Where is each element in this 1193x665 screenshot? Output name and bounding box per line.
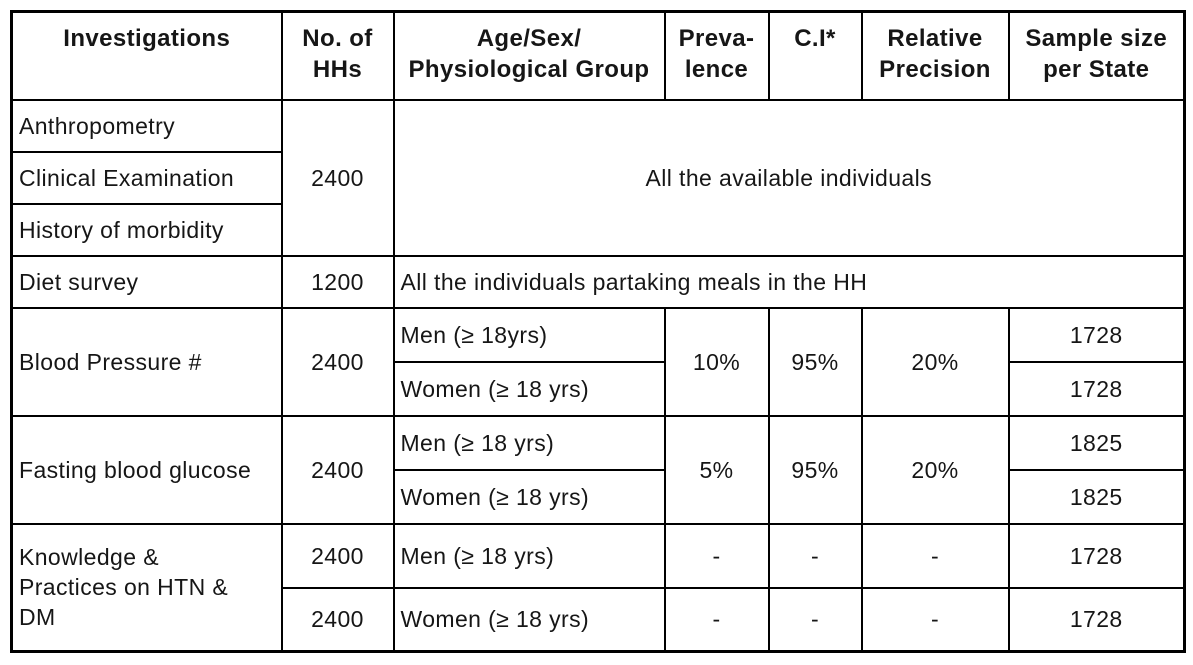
cell-bp-women-group: Women (≥ 18 yrs)	[392, 360, 666, 417]
row-blood-pressure-men: Blood Pressure # 2400 Men (≥ 18yrs) 10% …	[10, 306, 1186, 417]
cell-section1-hhs: 2400	[280, 98, 395, 257]
cell-diet-survey-group: All the individuals partaking meals in t…	[392, 254, 1186, 309]
header-ci: C.I*	[767, 10, 863, 101]
cell-bp-men-sample: 1728	[1007, 306, 1186, 363]
cell-anthropometry-label: Anthropometry	[10, 98, 283, 153]
cell-bp-relative-precision: 20%	[860, 306, 1010, 417]
cell-knowledge-women-sample: 1728	[1007, 586, 1186, 653]
cell-blood-pressure-label: Blood Pressure #	[10, 306, 283, 417]
cell-diet-survey-hhs: 1200	[280, 254, 395, 309]
cell-bp-men-group: Men (≥ 18yrs)	[392, 306, 666, 363]
cell-knowledge-women-ci: -	[767, 586, 863, 653]
cell-knowledge-men-rp: -	[860, 522, 1010, 589]
cell-fbg-prevalence: 5%	[663, 414, 770, 525]
row-clinical-examination: Clinical Examination	[10, 150, 1185, 205]
cell-blood-pressure-hhs: 2400	[280, 306, 395, 417]
cell-fbg-women-group: Women (≥ 18 yrs)	[392, 468, 666, 525]
row-fasting-glucose-women: Women (≥ 18 yrs) 1825	[12, 468, 1186, 525]
cell-knowledge-label: Knowledge & Practices on HTN & DM	[10, 522, 283, 653]
cell-knowledge-men-hhs: 2400	[280, 522, 395, 589]
row-fasting-glucose-men: Fasting blood glucose 2400 Men (≥ 18 yrs…	[10, 414, 1186, 525]
header-investigations: Investigations	[10, 10, 283, 101]
header-age-sex-group: Age/Sex/ Physiological Group	[392, 10, 666, 101]
row-history-of-morbidity: History of morbidity	[10, 202, 1185, 257]
header-relative-precision: Relative Precision	[860, 10, 1010, 101]
header-prevalence: Preva- lence	[663, 10, 770, 101]
cell-history-morbidity-label: History of morbidity	[10, 202, 283, 257]
cell-knowledge-women-rp: -	[860, 586, 1010, 653]
cell-bp-ci: 95%	[767, 306, 863, 417]
cell-section1-group: All the available individuals	[392, 98, 1186, 257]
cell-knowledge-women-hhs: 2400	[280, 586, 395, 653]
row-knowledge-women: 2400 Women (≥ 18 yrs) - - - 1728	[12, 586, 1186, 653]
sampling-plan-table: Investigations No. of HHs Age/Sex/ Physi…	[10, 10, 1186, 653]
cell-diet-survey-label: Diet survey	[10, 254, 283, 309]
cell-fasting-glucose-hhs: 2400	[280, 414, 395, 525]
row-diet-survey: Diet survey 1200 All the individuals par…	[10, 254, 1186, 309]
cell-fbg-relative-precision: 20%	[860, 414, 1010, 525]
cell-fbg-ci: 95%	[767, 414, 863, 525]
row-blood-pressure-women: Women (≥ 18 yrs) 1728	[12, 360, 1186, 417]
cell-fbg-women-sample: 1825	[1007, 468, 1186, 525]
cell-fasting-glucose-label: Fasting blood glucose	[10, 414, 283, 525]
row-anthropometry: Anthropometry 2400 All the available ind…	[10, 98, 1186, 257]
cell-fbg-men-group: Men (≥ 18 yrs)	[392, 414, 666, 471]
cell-knowledge-men-sample: 1728	[1007, 522, 1186, 589]
cell-knowledge-women-prevalence: -	[663, 586, 770, 653]
cell-knowledge-men-ci: -	[767, 522, 863, 589]
cell-fbg-men-sample: 1825	[1007, 414, 1186, 471]
cell-knowledge-men-prevalence: -	[663, 522, 770, 589]
cell-clinical-examination-label: Clinical Examination	[10, 150, 283, 205]
cell-knowledge-women-group: Women (≥ 18 yrs)	[392, 586, 666, 653]
header-sample-size-per-state: Sample size per State	[1007, 10, 1186, 101]
header-no-of-hhs: No. of HHs	[280, 10, 395, 101]
cell-bp-women-sample: 1728	[1007, 360, 1186, 417]
header-row: Investigations No. of HHs Age/Sex/ Physi…	[10, 10, 1186, 101]
cell-bp-prevalence: 10%	[663, 306, 770, 417]
cell-knowledge-men-group: Men (≥ 18 yrs)	[392, 522, 666, 589]
row-knowledge-men: Knowledge & Practices on HTN & DM 2400 M…	[10, 522, 1186, 653]
